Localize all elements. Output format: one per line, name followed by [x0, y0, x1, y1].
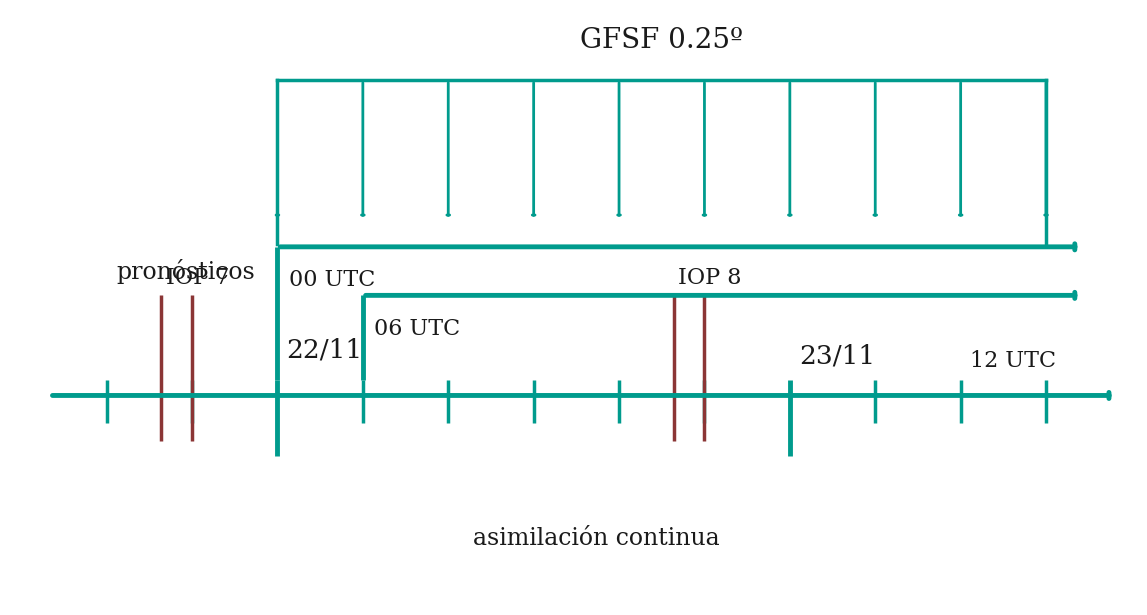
Text: IOP 8: IOP 8: [678, 268, 742, 289]
Text: 06 UTC: 06 UTC: [374, 318, 460, 339]
Text: asimilación continua: asimilación continua: [473, 526, 719, 550]
Text: 23/11: 23/11: [799, 343, 875, 368]
Text: IOP 7: IOP 7: [166, 268, 229, 289]
Text: 12 UTC: 12 UTC: [969, 351, 1055, 373]
Text: pronósticos: pronósticos: [116, 258, 255, 284]
Text: 00 UTC: 00 UTC: [289, 269, 375, 291]
Text: 22/11: 22/11: [287, 337, 362, 362]
Text: GFSF 0.25º: GFSF 0.25º: [580, 27, 743, 54]
